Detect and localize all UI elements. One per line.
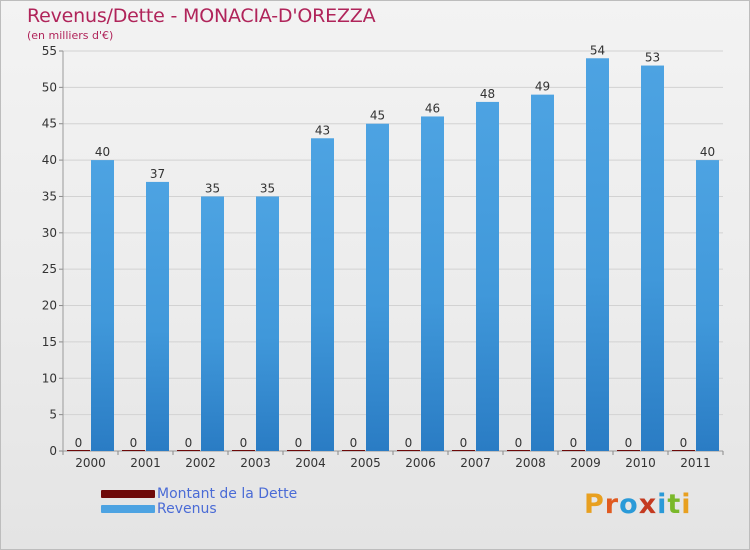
bar-dette [177,450,200,451]
y-tick-label: 45 [42,117,57,131]
data-label-revenus: 46 [425,101,440,115]
bar-dette [617,450,640,451]
x-tick-label: 2010 [625,456,656,470]
data-label-dette: 0 [130,436,138,450]
bar-dette [122,450,145,451]
y-tick-label: 15 [42,335,57,349]
legend-item-revenus: Revenus [101,502,297,517]
data-label-revenus: 35 [205,181,220,195]
data-label-revenus: 40 [700,145,715,159]
bar-revenus [146,181,169,451]
bar-revenus [586,58,609,451]
bar-revenus [641,65,664,451]
y-tick-label: 10 [42,371,57,385]
bar-revenus [256,196,279,451]
legend-swatch-dette [101,490,155,498]
data-label-dette: 0 [460,436,468,450]
x-tick-label: 2005 [350,456,381,470]
y-tick-label: 50 [42,80,57,94]
x-tick-label: 2003 [240,456,271,470]
y-tick-label: 30 [42,226,57,240]
data-label-revenus: 49 [535,80,550,94]
bar-dette [452,450,475,451]
x-tick-label: 2011 [680,456,711,470]
y-tick-label: 20 [42,299,57,313]
chart-subtitle: (en milliers d'€) [27,29,114,42]
data-label-dette: 0 [405,436,413,450]
data-label-revenus: 43 [315,123,330,137]
data-label-dette: 0 [570,436,578,450]
data-label-revenus: 37 [150,167,165,181]
bar-revenus [696,160,719,451]
bar-dette [67,450,90,451]
bar-dette [287,450,310,451]
chart-title: Revenus/Dette - MONACIA-D'OREZZA [27,5,376,27]
data-label-dette: 0 [625,436,633,450]
data-label-revenus: 45 [370,109,385,123]
y-tick-label: 55 [42,44,57,58]
x-tick-label: 2002 [185,456,216,470]
legend-label-revenus: Revenus [157,501,217,517]
bar-revenus [531,94,554,452]
legend-item-dette: Montant de la Dette [101,487,297,502]
bar-dette [507,450,530,451]
bar-revenus [476,101,499,451]
data-label-dette: 0 [75,436,83,450]
data-label-dette: 0 [350,436,358,450]
y-tick-label: 25 [42,262,57,276]
x-tick-label: 2007 [460,456,491,470]
data-label-dette: 0 [295,436,303,450]
bar-dette [672,450,695,451]
x-tick-label: 2000 [75,456,106,470]
data-label-dette: 0 [240,436,248,450]
y-tick-label: 5 [49,408,57,422]
data-label-dette: 0 [185,436,193,450]
x-tick-label: 2006 [405,456,436,470]
bar-dette [397,450,420,451]
bar-revenus [366,123,389,452]
data-label-revenus: 54 [590,43,605,57]
data-label-revenus: 35 [260,181,275,195]
data-label-revenus: 40 [95,145,110,159]
legend: Montant de la Dette Revenus [101,487,297,517]
x-tick-label: 2004 [295,456,326,470]
bar-dette [232,450,255,451]
bar-revenus [311,138,334,452]
bar-revenus [201,196,224,451]
legend-label-dette: Montant de la Dette [157,486,298,502]
bar-dette [562,450,585,451]
bar-revenus [91,160,114,451]
x-tick-label: 2001 [130,456,161,470]
proxiti-logo: Proxiti [584,489,692,520]
data-label-dette: 0 [515,436,523,450]
bar-dette [342,450,365,451]
legend-swatch-revenus [101,505,155,513]
data-label-revenus: 48 [480,87,495,101]
bar-revenus [421,116,444,452]
data-label-revenus: 53 [645,51,660,65]
y-tick-label: 0 [49,444,57,458]
x-tick-label: 2009 [570,456,601,470]
y-tick-label: 35 [42,189,57,203]
y-tick-label: 40 [42,153,57,167]
x-tick-label: 2008 [515,456,546,470]
data-label-dette: 0 [680,436,688,450]
